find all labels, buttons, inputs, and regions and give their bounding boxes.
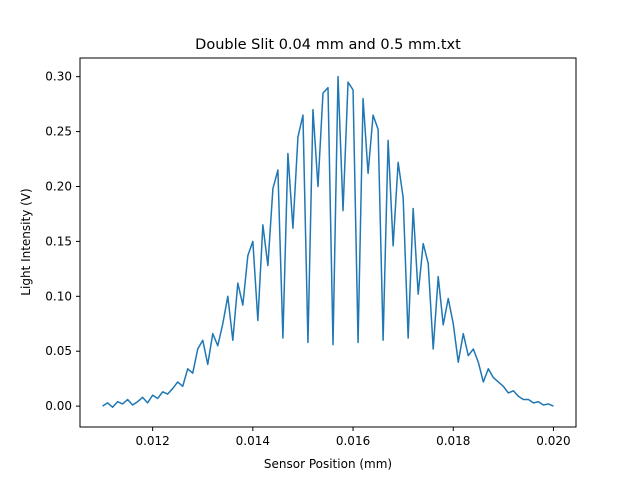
y-tick-label: 0.30 [45, 70, 72, 84]
x-tick-label: 0.014 [236, 434, 270, 448]
axes-frame [79, 57, 577, 428]
y-tick-label: 0.05 [45, 344, 72, 358]
plot-area [102, 75, 554, 408]
series-line [102, 75, 554, 408]
chart-title: Double Slit 0.04 mm and 0.5 mm.txt [195, 37, 461, 53]
x-axis-label: Sensor Position (mm) [264, 457, 392, 471]
x-tick-label: 0.018 [436, 434, 470, 448]
y-tick-label: 0.20 [45, 179, 72, 193]
x-tick-label: 0.020 [536, 434, 570, 448]
x-axis: 0.012 0.014 0.016 0.018 0.020 [135, 427, 571, 448]
x-tick-label: 0.012 [135, 434, 169, 448]
y-axis-label: Light Intensity (V) [19, 188, 33, 295]
x-tick-label: 0.016 [336, 434, 370, 448]
y-tick-label: 0.00 [45, 399, 72, 413]
y-tick-label: 0.15 [45, 234, 72, 248]
y-axis: 0.00 0.05 0.10 0.15 0.20 0.25 0.30 [45, 70, 80, 413]
y-tick-label: 0.25 [45, 125, 72, 139]
y-tick-label: 0.10 [45, 289, 72, 303]
